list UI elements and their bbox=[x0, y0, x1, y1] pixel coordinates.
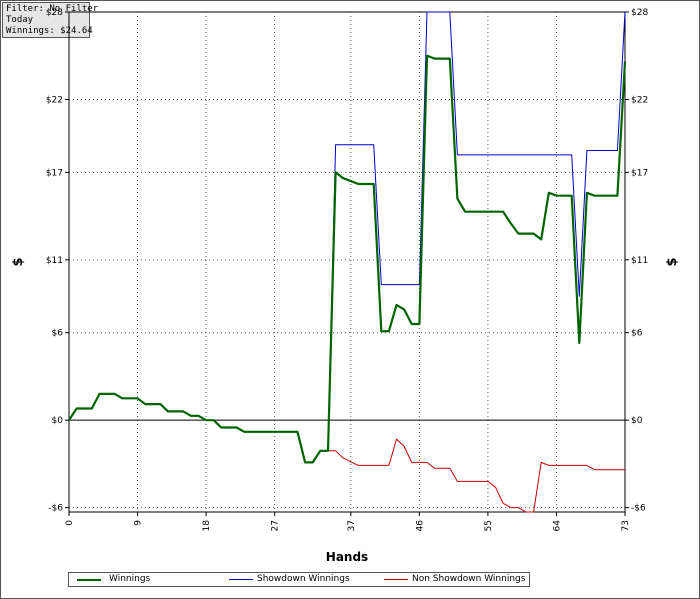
legend-label: Showdown Winnings bbox=[257, 574, 350, 584]
legend-swatch bbox=[384, 579, 408, 580]
x-tick-label: 9 bbox=[134, 520, 144, 526]
period-label: Today bbox=[6, 15, 34, 25]
y-tick-label-right: -$6 bbox=[631, 504, 646, 514]
y-tick-label-left: $28 bbox=[46, 8, 63, 18]
legend-swatch bbox=[229, 579, 253, 580]
y-tick-label-right: $22 bbox=[631, 95, 648, 105]
x-tick-label: 37 bbox=[347, 520, 357, 531]
x-tick-label: 64 bbox=[552, 520, 562, 532]
y-tick-label-left: $6 bbox=[52, 329, 64, 339]
y-tick-label-right: $17 bbox=[631, 168, 648, 178]
plot-area bbox=[68, 11, 626, 513]
y-tick-label-left: $22 bbox=[46, 95, 63, 105]
series-line-winnings bbox=[68, 54, 627, 464]
y-tick-label-right: $6 bbox=[631, 329, 643, 339]
x-tick-label: 27 bbox=[271, 520, 281, 531]
x-tick-label: 73 bbox=[621, 520, 631, 531]
y-tick-label-left: $0 bbox=[52, 416, 64, 426]
y-tick-label-left: $11 bbox=[46, 256, 63, 266]
x-tick-label: 0 bbox=[65, 520, 75, 526]
legend-swatch bbox=[77, 579, 101, 581]
y-tick-label-right: $11 bbox=[631, 256, 648, 266]
x-tick-label: 46 bbox=[415, 520, 425, 532]
winnings-total-label: Winnings: $24.64 bbox=[6, 26, 93, 36]
y-axis-label-right: $ bbox=[665, 257, 680, 266]
x-axis-label: Hands bbox=[326, 550, 368, 564]
filter-info-box: Filter: No Filter Today Winnings: $24.64 bbox=[2, 2, 99, 38]
chart-legend: Winnings Showdown Winnings Non Showdown Wi… bbox=[68, 572, 530, 587]
y-tick-label-left: $17 bbox=[46, 168, 63, 178]
x-tick-label: 18 bbox=[202, 520, 212, 532]
filter-label: Filter: No Filter bbox=[6, 4, 99, 14]
legend-label: Non Showdown Winnings bbox=[412, 574, 526, 584]
series-line-non-showdown-winnings bbox=[328, 438, 625, 513]
y-axis-label-left: $ bbox=[11, 257, 26, 266]
x-tick-label: 55 bbox=[484, 520, 494, 531]
y-tick-label-right: $0 bbox=[631, 416, 643, 426]
legend-label: Winnings bbox=[109, 574, 151, 584]
y-tick-label-left: -$6 bbox=[48, 504, 63, 514]
y-tick-label-right: $28 bbox=[631, 8, 648, 18]
